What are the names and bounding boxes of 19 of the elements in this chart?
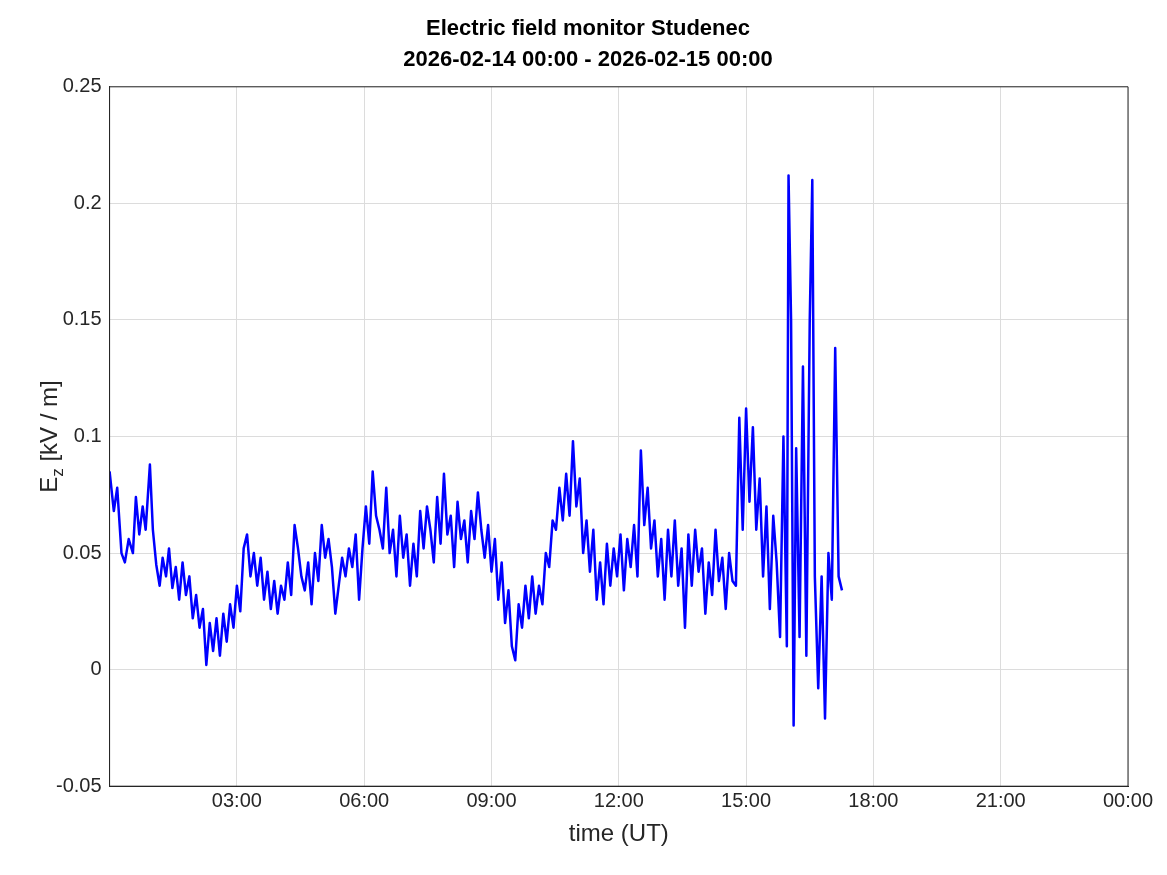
x-tick-label: 06:00	[339, 788, 390, 811]
x-axis-title: time (UT)	[568, 819, 669, 847]
x-tick-label: 00:00	[1102, 788, 1154, 811]
y-tick-label: 0	[90, 657, 102, 680]
y-tick-label: 0.05	[62, 540, 102, 563]
chart-subtitle: 2026-02-14 00:00 - 2026-02-15 00:00	[403, 45, 773, 71]
y-tick-label: 0.2	[73, 190, 102, 213]
y-tick-label: 0.1	[73, 424, 102, 447]
y-tick-label: 0.15	[62, 307, 102, 330]
x-tick-label: 21:00	[975, 788, 1026, 811]
x-tick-label: 03:00	[211, 788, 262, 811]
x-tick-label: 12:00	[593, 788, 644, 811]
chart-title: Electric field monitor Studenec	[426, 15, 750, 41]
y-tick-label: 0.25	[62, 74, 102, 97]
y-axis-title: Ez [kV / m]	[34, 380, 68, 493]
x-tick-label: 09:00	[466, 788, 517, 811]
x-tick-label: 15:00	[721, 788, 772, 811]
y-tick-label: -0.05	[55, 773, 102, 796]
x-tick-label: 18:00	[848, 788, 899, 811]
